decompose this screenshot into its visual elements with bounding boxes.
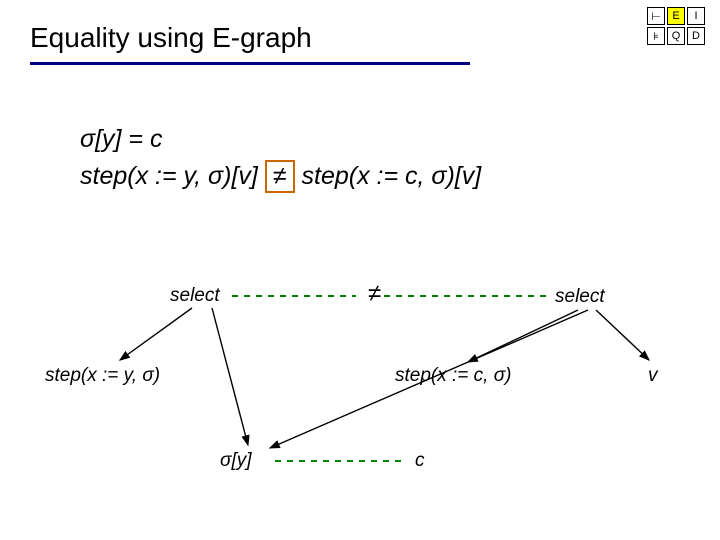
- formula-line1: σ[y] = c: [80, 125, 162, 154]
- node-select-right: select: [555, 286, 605, 308]
- corner-cell-Q: Q: [667, 27, 685, 45]
- corner-row-0: ⊢ E I: [646, 6, 706, 26]
- formula-line2-rhs: step(x := c, σ)[v]: [302, 162, 482, 190]
- formula-line2-lhs: step(x := y, σ)[v]: [80, 162, 258, 190]
- corner-cell-D: D: [687, 27, 705, 45]
- corner-cell-turnstile: ⊢: [647, 7, 665, 25]
- slide-title: Equality using E-graph: [30, 22, 312, 54]
- slide-root: Equality using E-graph ⊢ E I ⊧ Q D σ[y] …: [0, 0, 720, 540]
- corner-grid: ⊢ E I ⊧ Q D: [646, 6, 706, 46]
- corner-cell-models: ⊧: [647, 27, 665, 45]
- node-step-left: step(x := y, σ): [45, 365, 160, 387]
- node-neq: ≠: [368, 280, 381, 308]
- corner-row-1: ⊧ Q D: [646, 26, 706, 46]
- formula-neq-box: ≠: [265, 160, 295, 193]
- node-c: c: [415, 450, 425, 472]
- node-v: v: [648, 365, 658, 387]
- corner-cell-E: E: [667, 7, 685, 25]
- node-step-right: step(x := c, σ): [395, 365, 512, 387]
- node-select-left: select: [170, 285, 220, 307]
- corner-cell-I: I: [687, 7, 705, 25]
- node-sigma-y: σ[y]: [220, 450, 252, 472]
- graph-overlay: [0, 0, 720, 540]
- formula-line2: step(x := y, σ)[v] ≠ step(x := c, σ)[v]: [80, 160, 481, 193]
- title-rule: [30, 62, 470, 65]
